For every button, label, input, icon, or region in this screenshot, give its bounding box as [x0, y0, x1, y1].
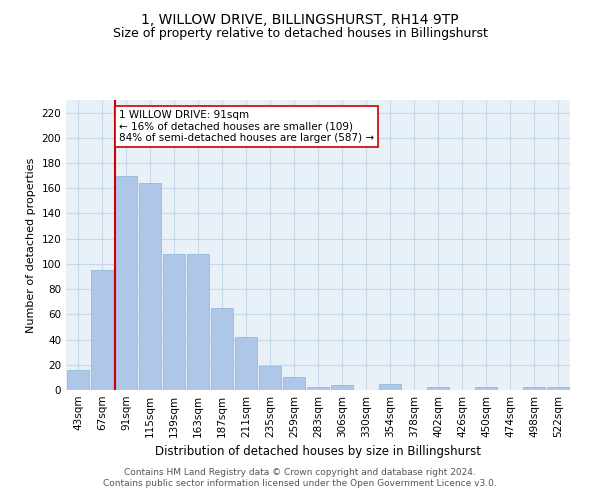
Y-axis label: Number of detached properties: Number of detached properties [26, 158, 36, 332]
Text: 1 WILLOW DRIVE: 91sqm
← 16% of detached houses are smaller (109)
84% of semi-det: 1 WILLOW DRIVE: 91sqm ← 16% of detached … [119, 110, 374, 144]
Bar [115, 176, 137, 390]
Bar [283, 378, 305, 390]
Text: Contains HM Land Registry data © Crown copyright and database right 2024.
Contai: Contains HM Land Registry data © Crown c… [103, 468, 497, 487]
Bar [259, 366, 281, 390]
Bar [139, 183, 161, 390]
Bar [331, 385, 353, 390]
Bar [379, 384, 401, 390]
Bar [67, 370, 89, 390]
Bar [523, 388, 545, 390]
Bar [211, 308, 233, 390]
Bar [475, 388, 497, 390]
X-axis label: Distribution of detached houses by size in Billingshurst: Distribution of detached houses by size … [155, 446, 481, 458]
Bar [163, 254, 185, 390]
Bar [307, 388, 329, 390]
Text: Size of property relative to detached houses in Billingshurst: Size of property relative to detached ho… [113, 28, 487, 40]
Bar [235, 337, 257, 390]
Bar [427, 388, 449, 390]
Bar [547, 388, 569, 390]
Text: 1, WILLOW DRIVE, BILLINGSHURST, RH14 9TP: 1, WILLOW DRIVE, BILLINGSHURST, RH14 9TP [141, 12, 459, 26]
Bar [187, 254, 209, 390]
Bar [91, 270, 113, 390]
